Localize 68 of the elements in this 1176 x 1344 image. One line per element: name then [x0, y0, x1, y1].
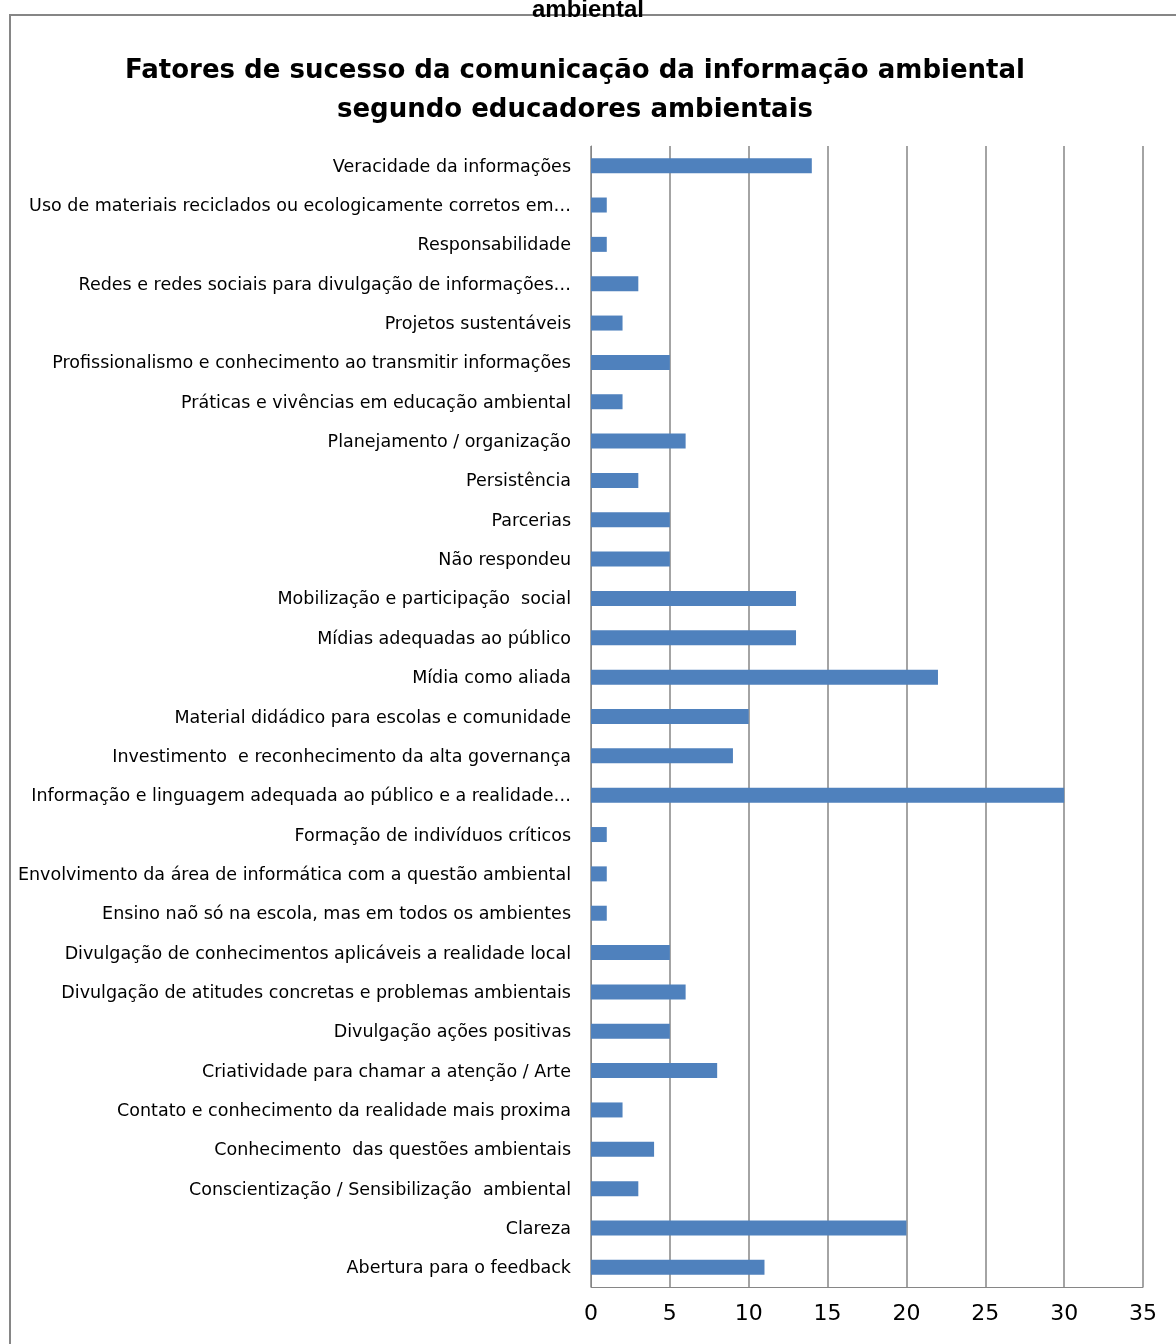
x-tick-label: 35: [1129, 1299, 1157, 1325]
y-tick-label: Uso de materiais reciclados ou ecologicamente corretos em…: [29, 195, 571, 216]
y-tick-label: Responsabilidade: [417, 234, 571, 255]
y-tick-label: Clareza: [505, 1217, 571, 1238]
bar: [591, 1259, 765, 1275]
y-tick-label: Criatividade para chamar a atenção / Arte: [201, 1060, 571, 1081]
bar: [591, 709, 749, 724]
bar: [591, 1181, 639, 1197]
bar: [591, 787, 1065, 803]
y-tick-label: Investimento e reconhecimento da alta governança: [112, 745, 571, 766]
x-tick-label: 0: [584, 1299, 598, 1325]
y-tick-label: Redes e redes sociais para divulgação de informações…: [78, 273, 571, 294]
y-tick-label: Profissionalismo e conhecimento ao transmitir informações: [52, 352, 571, 373]
x-tick-label: 25: [971, 1299, 1000, 1325]
y-tick-label: Veracidade da informações: [332, 155, 571, 176]
bar: [591, 315, 623, 331]
y-tick-label: Contato e conhecimento da realidade mais proxima: [117, 1099, 571, 1120]
y-tick-label: Mídia como aliada: [412, 667, 571, 688]
bar: [591, 512, 670, 528]
bar: [591, 197, 607, 213]
y-tick-label: Mobilização e participação social: [277, 588, 571, 609]
bar: [591, 905, 607, 921]
bar: [591, 158, 812, 174]
bar: [591, 1023, 670, 1039]
y-tick-label: Projetos sustentáveis: [384, 313, 571, 334]
bar: [591, 984, 686, 1000]
y-tick-label: Envolvimento da área de informática com a questão ambiental: [17, 863, 571, 884]
x-tick-label: 15: [813, 1299, 842, 1325]
y-tick-label: Formação de indivíduos críticos: [294, 824, 571, 845]
x-tick-label: 30: [1050, 1299, 1079, 1325]
y-tick-label: Divulgação de atitudes concretas e problemas ambientais: [61, 981, 571, 1002]
bar: [591, 669, 938, 685]
bar: [591, 433, 686, 449]
y-tick-label: Divulgação de conhecimentos aplicáveis a realidade local: [64, 942, 571, 963]
bar: [591, 551, 670, 567]
bar: [591, 945, 670, 961]
y-tick-label: Material didádico para escolas e comunidade: [174, 706, 571, 727]
bar: [591, 866, 607, 882]
bar: [591, 236, 607, 252]
bar: [591, 276, 639, 292]
y-tick-label: Conhecimento das questões ambientais: [214, 1139, 571, 1160]
y-tick-label: Divulgação ações positivas: [333, 1021, 571, 1042]
bar: [591, 748, 733, 764]
y-tick-label: Práticas e vivências em educação ambiental: [181, 391, 571, 412]
bar: [591, 1102, 623, 1118]
bar: [591, 1220, 907, 1236]
x-tick-label: 5: [662, 1299, 677, 1325]
y-tick-label: Ensino naõ só na escola, mas em todos os ambientes: [102, 903, 571, 924]
y-tick-label: Abertura para o feedback: [346, 1257, 572, 1278]
y-tick-label: Mídias adequadas ao público: [317, 627, 571, 648]
x-tick-label: 20: [892, 1299, 921, 1325]
text: ambiental: [531, 0, 645, 22]
bar: [591, 1063, 718, 1079]
bar: [591, 590, 797, 606]
y-tick-label: Conscientização / Sensibilização ambiental: [189, 1178, 571, 1199]
y-tick-label: Persistência: [466, 470, 571, 491]
y-tick-label: Informação e linguagem adequada ao público e a realidade…: [31, 785, 571, 806]
y-tick-label: Não respondeu: [438, 549, 571, 570]
bar: [591, 827, 607, 843]
y-tick-label: Parcerias: [491, 509, 571, 530]
y-tick-label: Planejamento / organização: [327, 431, 571, 452]
bar: [591, 472, 639, 488]
bar: [591, 394, 623, 410]
bar: [591, 354, 670, 370]
x-tick-label: 10: [734, 1299, 763, 1325]
bar: [591, 630, 797, 646]
chart-title: Fatores de sucesso da comunicação da informação ambiental segundo educadores ambientais: [125, 53, 1025, 123]
bar: [591, 1141, 655, 1157]
